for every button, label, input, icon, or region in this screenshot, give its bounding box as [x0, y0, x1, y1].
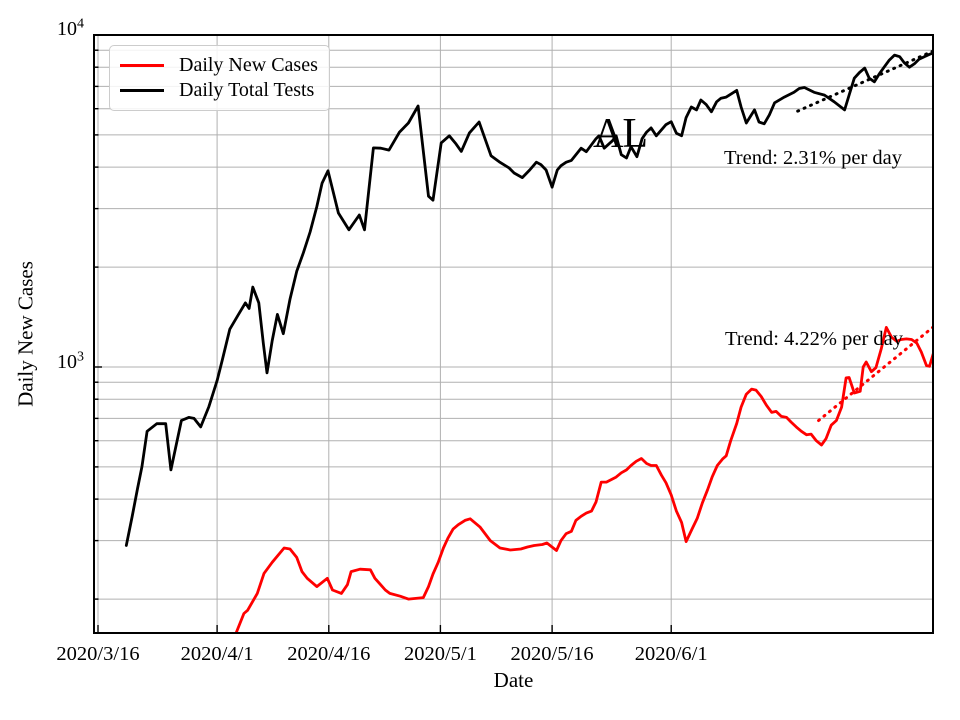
- legend-item-daily-new-cases: Daily New Cases: [118, 53, 319, 78]
- x-tick-label: 2020/6/1: [635, 643, 708, 665]
- y-tick-base: 10: [57, 351, 77, 373]
- legend: Daily New Cases Daily Total Tests: [109, 45, 330, 111]
- legend-label: Daily Total Tests: [179, 79, 315, 101]
- x-tick-label: 2020/5/1: [404, 643, 477, 665]
- trend-annotation-tests: Trend: 2.31% per day: [724, 147, 903, 169]
- x-tick-label: 2020/3/16: [56, 643, 139, 665]
- tick-marks: [94, 34, 672, 633]
- legend-item-daily-total-tests: Daily Total Tests: [118, 78, 319, 103]
- y-tick-exponent: 4: [77, 16, 84, 32]
- axes-frame: [93, 34, 934, 634]
- x-tick-label: 2020/4/16: [287, 643, 370, 665]
- red-line-swatch-icon: [120, 63, 164, 68]
- y-tick-label-10e4: 104: [34, 16, 84, 40]
- y-tick-exponent: 3: [77, 349, 84, 365]
- series-line-daily-new-cases: [234, 326, 933, 633]
- x-tick-label: 2020/5/16: [511, 643, 594, 665]
- x-axis-title: Date: [493, 668, 534, 692]
- state-annotation: AL: [593, 111, 648, 157]
- trend-annotation-cases: Trend: 4.22% per day: [725, 328, 904, 350]
- y-tick-label-10e3: 103: [34, 349, 84, 373]
- trend-dotted-line: [796, 49, 933, 113]
- series-line-daily-total-tests: [124, 51, 933, 547]
- legend-label: Daily New Cases: [179, 54, 318, 76]
- black-line-swatch-icon: [120, 88, 164, 93]
- x-tick-label: 2020/4/1: [181, 643, 254, 665]
- y-axis-title: Daily New Cases: [13, 261, 38, 407]
- y-tick-base: 10: [57, 18, 77, 40]
